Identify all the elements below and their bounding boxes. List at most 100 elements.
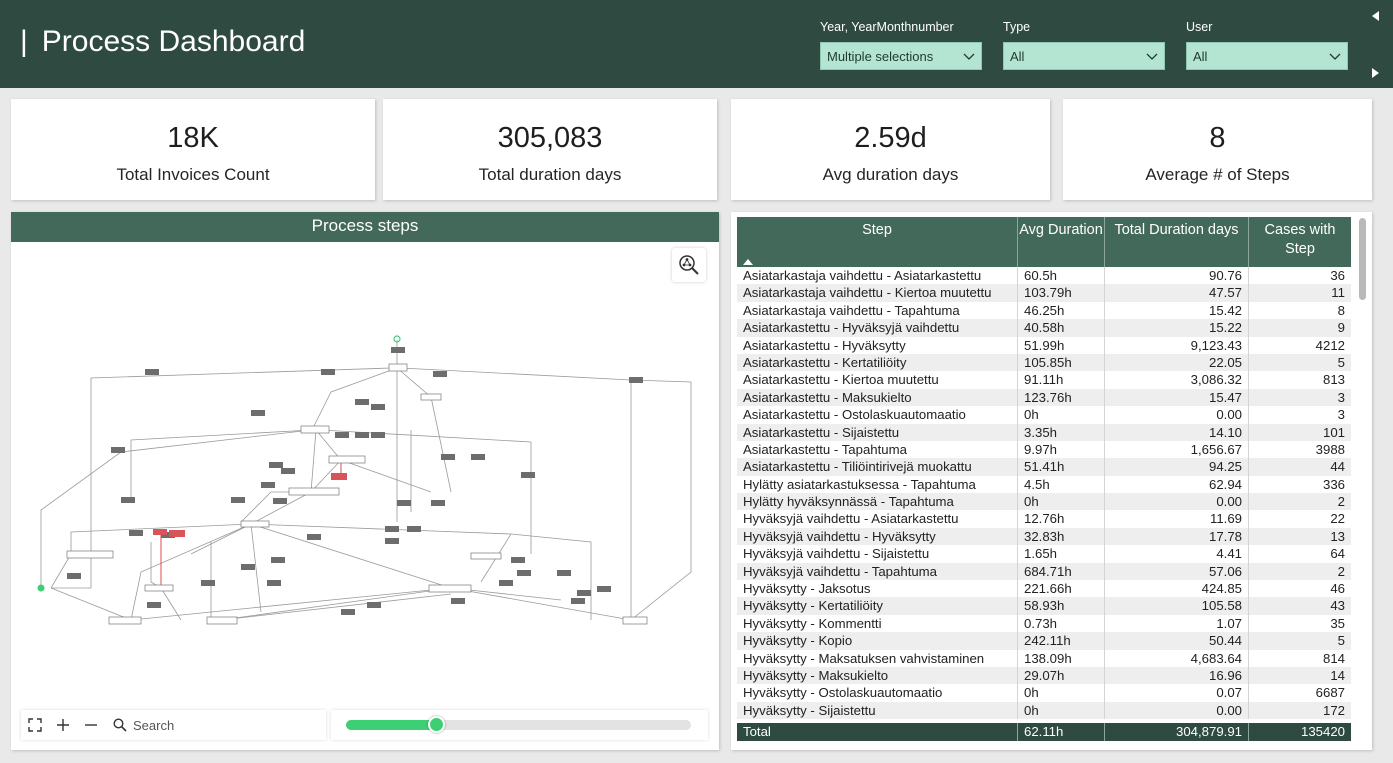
cell-cases: 11 [1331,285,1345,301]
table-row[interactable]: Asiatarkastaja vaihdettu - Kiertoa muute… [737,284,1351,302]
cell-step: Hylätty hyväksynnässä - Tapahtuma [737,493,1018,511]
table-row[interactable]: Asiatarkastettu - Kertatiliöity 105.85h 22… [737,353,1351,372]
expand-right-icon[interactable] [1372,68,1379,78]
slicer-year-dropdown[interactable]: Multiple selections [820,42,982,70]
table-scrollbar[interactable] [1359,218,1366,300]
kpi-caption: Total duration days [478,165,622,184]
page-title: | Process Dashboard [20,25,305,59]
zoom-search-icon [679,255,699,275]
slider-track[interactable] [346,716,691,733]
table-row[interactable]: Asiatarkastettu - Hyväksyjä vaihdettu 40.… [737,319,1351,337]
slider-thumb[interactable] [427,716,445,733]
cell-step: Hyväksyjä vaihdettu - Tapahtuma [737,562,1018,581]
cell-step: Asiatarkastettu - Tiliöintirivejä muokat… [737,458,1018,476]
cell-avg-duration: 4.5h [1018,475,1105,494]
slicer-type-dropdown[interactable]: All [1003,42,1165,70]
cell-cases: 3 [1337,407,1345,423]
cell-cases: 13 [1330,528,1345,544]
table-row[interactable]: Hyväksytty - Kommentti 0.73h 1.07 35 [737,614,1351,633]
cell-step: Asiatarkastaja vaihdettu - Tapahtuma [737,301,1018,320]
table-row[interactable]: Asiatarkastettu - Sijaistettu 3.35h 14.10 1… [737,423,1351,441]
steps-table-panel: Step Avg Duration Total Duration days Ca… [731,212,1372,750]
table-row[interactable]: Hyväksytty - Kopio 242.11h 50.44 5 [737,632,1351,650]
total-label: Total [737,723,1018,741]
cell-cases: 101 [1322,424,1345,440]
column-header-cases[interactable]: Cases with Step [1249,217,1351,267]
kpi-value: 2.59d [854,122,927,154]
table-row[interactable]: Hyväksytty - Maksatuksen vahvistaminen 13… [737,649,1351,667]
zoom-out-button[interactable] [77,711,105,739]
title-divider: | [20,25,28,58]
column-header-step[interactable]: Step [737,217,1018,267]
cell-avg-duration: 51.41h [1018,458,1105,476]
fullscreen-icon [28,718,42,732]
cell-step: Asiatarkastettu - Maksukielto [737,388,1018,407]
search-icon [113,718,127,732]
table-row[interactable]: Asiatarkastettu - Maksukielto 123.76h 15.4… [737,388,1351,407]
table-row[interactable]: Asiatarkastettu - Hyväksytty 51.99h 9,123.… [737,336,1351,354]
cell-avg-duration: 51.99h [1018,336,1105,354]
table-row[interactable]: Hyväksyjä vaihdettu - Sijaistettu 1.65h 4.… [737,545,1351,563]
cell-total-duration: 4,683.64 [1105,649,1249,667]
table-row[interactable]: Asiatarkastaja vaihdettu - Asiatarkastet… [737,267,1351,285]
cell-total-duration: 11.69 [1105,510,1249,528]
table-row[interactable]: Hyväksytty - Jaksotus 221.66h 424.85 46 [737,580,1351,598]
table-row[interactable]: Hylätty hyväksynnässä - Tapahtuma 0h 0.00 2 [737,493,1351,511]
table-body: Asiatarkastaja vaihdettu - Asiatarkastet… [737,267,1351,723]
cell-avg-duration: 0h [1018,684,1105,702]
cell-step: Hyväksytty - Ostolaskuautomaatio [737,684,1018,702]
process-map-graph[interactable] [11,242,719,712]
cell-avg-duration: 0.73h [1018,614,1105,633]
table-row[interactable]: Hylätty asiatarkastuksessa - Tapahtuma 4.… [737,475,1351,494]
table-row[interactable]: Hyväksytty - Kertatiliöity 58.93h 105.58 43 [737,597,1351,615]
table-row[interactable]: Asiatarkastettu - Tapahtuma 9.97h 1,656.67… [737,440,1351,459]
column-header-total-duration[interactable]: Total Duration days [1105,217,1249,267]
table-row[interactable]: Asiatarkastettu - Kiertoa muutettu 91.11h… [737,371,1351,389]
kpi-value: 305,083 [497,122,603,154]
kpi-caption: Average # of Steps [1145,165,1290,184]
cell-avg-duration: 12.76h [1018,510,1105,528]
zoom-in-button[interactable] [49,711,77,739]
process-search [113,717,293,733]
cell-avg-duration: 123.76h [1018,388,1105,407]
cell-step: Hyväksytty - Maksukielto [737,666,1018,685]
cell-cases: 9 [1337,320,1345,336]
chevron-down-icon [963,53,975,60]
kpi-value: 8 [1209,122,1226,154]
cell-avg-duration: 103.79h [1018,284,1105,302]
collapse-left-icon[interactable] [1372,11,1379,21]
table-row[interactable]: Hyväksyjä vaihdettu - Hyväksytty 32.83h 17… [737,527,1351,546]
cell-step: Hyväksytty - Kertatiliöity [737,597,1018,615]
fit-to-screen-button[interactable] [21,711,49,739]
cell-step: Hyväksytty - Maksatuksen vahvistaminen [737,649,1018,667]
total-avg-duration: 62.11h [1018,723,1105,741]
cell-step: Asiatarkastaja vaihdettu - Kiertoa muute… [737,284,1018,302]
column-header-label: Total Duration days [1114,222,1239,238]
slicer-year: Year, YearMonthnumber Multiple selection… [820,18,982,70]
cell-avg-duration: 60.5h [1018,267,1105,285]
kpi-value: 18K [167,122,219,154]
table-row[interactable]: Asiatarkastettu - Tiliöintirivejä muokat… [737,458,1351,476]
table-row[interactable]: Hyväksytty - Sijaistettu 0h 0.00 172 [737,701,1351,720]
total-cases: 135420 [1300,724,1345,739]
kpi-caption: Total Invoices Count [116,165,270,184]
cell-total-duration: 57.06 [1105,562,1249,581]
slicer-user-dropdown[interactable]: All [1186,42,1348,70]
cell-cases: 3988 [1315,441,1345,457]
table-row[interactable]: Hyväksyjä vaihdettu - Tapahtuma 684.71h 57… [737,562,1351,581]
cell-total-duration: 15.22 [1105,319,1249,337]
table-row[interactable]: Hyväksytty - Maksukielto 29.07h 16.96 14 [737,666,1351,685]
table-row[interactable]: Asiatarkastettu - Ostolaskuautomaatio 0h 0… [737,406,1351,424]
column-header-avg-duration[interactable]: Avg Duration [1018,217,1105,267]
search-input[interactable] [133,717,293,733]
table-row[interactable]: Asiatarkastaja vaihdettu - Tapahtuma 46.2… [737,301,1351,320]
focus-node-button[interactable] [672,248,706,282]
cell-step: Asiatarkastettu - Sijaistettu [737,423,1018,441]
cell-total-duration: 9,123.43 [1105,336,1249,354]
cell-cases: 4212 [1315,337,1345,353]
cell-total-duration: 14.10 [1105,423,1249,441]
cell-avg-duration: 46.25h [1018,301,1105,320]
table-row[interactable]: Hyväksyjä vaihdettu - Asiatarkastettu 12.… [737,510,1351,528]
header-bar: | Process Dashboard Year, YearMonthnumber… [0,0,1393,88]
table-row[interactable]: Hyväksytty - Ostolaskuautomaatio 0h 0.07 66… [737,684,1351,702]
